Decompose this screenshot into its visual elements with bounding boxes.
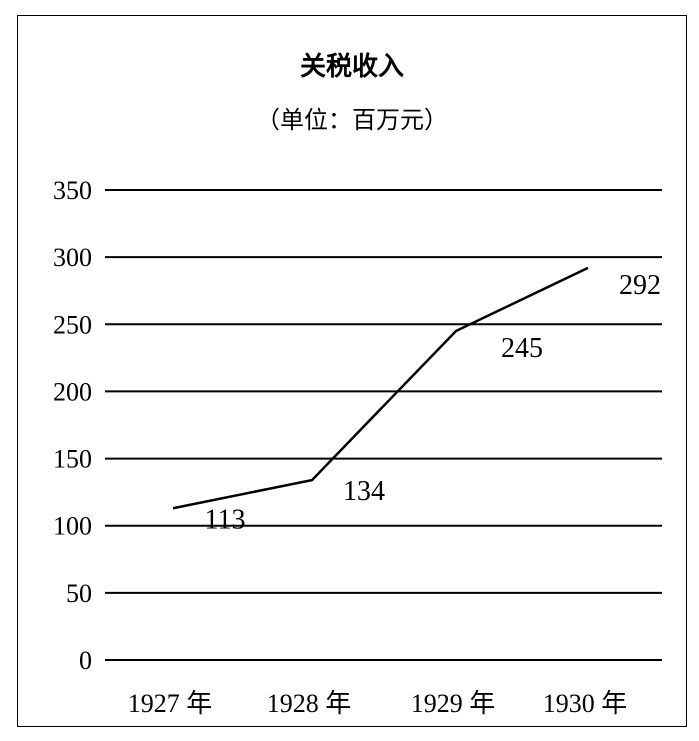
y-tick-label: 0: [79, 646, 92, 675]
data-label: 292: [619, 270, 661, 301]
y-tick-label: 150: [53, 445, 92, 474]
y-tick-label: 100: [53, 512, 92, 541]
data-label: 113: [205, 504, 246, 535]
chart-subtitle: （单位：百万元）: [256, 107, 448, 134]
x-tick-label: 1927 年: [128, 689, 213, 718]
y-tick-label: 200: [53, 377, 92, 406]
y-tick-label: 50: [66, 579, 92, 608]
y-tick-label: 250: [53, 310, 92, 339]
x-tick-label: 1929 年: [411, 689, 496, 718]
y-tick-label: 350: [53, 176, 92, 205]
x-tick-label: 1928 年: [267, 689, 352, 718]
series-line: [172, 266, 589, 510]
chart-frame: [17, 15, 687, 727]
x-tick-label: 1930 年: [543, 689, 628, 718]
chart-title: 关税收入: [300, 52, 404, 81]
data-label: 245: [501, 333, 543, 364]
data-label: 134: [343, 476, 385, 507]
y-tick-label: 300: [53, 243, 92, 272]
